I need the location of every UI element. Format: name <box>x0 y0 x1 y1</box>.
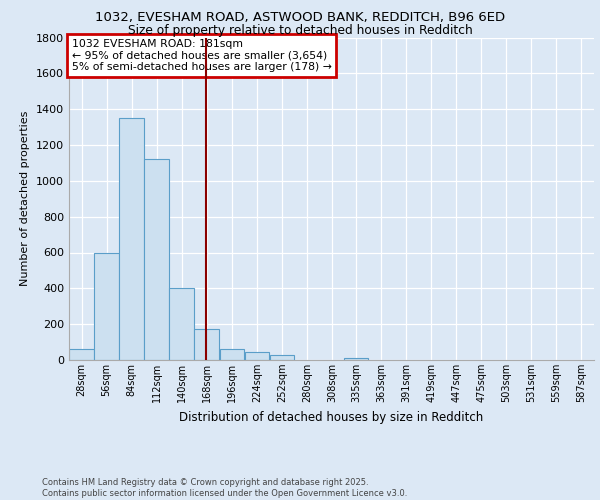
Bar <box>69 349 94 360</box>
Bar <box>94 252 119 360</box>
Text: Size of property relative to detached houses in Redditch: Size of property relative to detached ho… <box>128 24 472 37</box>
Text: Contains HM Land Registry data © Crown copyright and database right 2025.
Contai: Contains HM Land Registry data © Crown c… <box>42 478 407 498</box>
X-axis label: Distribution of detached houses by size in Redditch: Distribution of detached houses by size … <box>179 410 484 424</box>
Text: 1032 EVESHAM ROAD: 181sqm
← 95% of detached houses are smaller (3,654)
5% of sem: 1032 EVESHAM ROAD: 181sqm ← 95% of detac… <box>71 39 331 72</box>
Text: 1032, EVESHAM ROAD, ASTWOOD BANK, REDDITCH, B96 6ED: 1032, EVESHAM ROAD, ASTWOOD BANK, REDDIT… <box>95 11 505 24</box>
Bar <box>245 352 269 360</box>
Bar <box>194 328 219 360</box>
Y-axis label: Number of detached properties: Number of detached properties <box>20 111 31 286</box>
Bar <box>119 118 144 360</box>
Bar <box>220 349 244 360</box>
Bar <box>269 354 294 360</box>
Bar <box>145 160 169 360</box>
Bar <box>344 358 368 360</box>
Bar <box>169 288 194 360</box>
